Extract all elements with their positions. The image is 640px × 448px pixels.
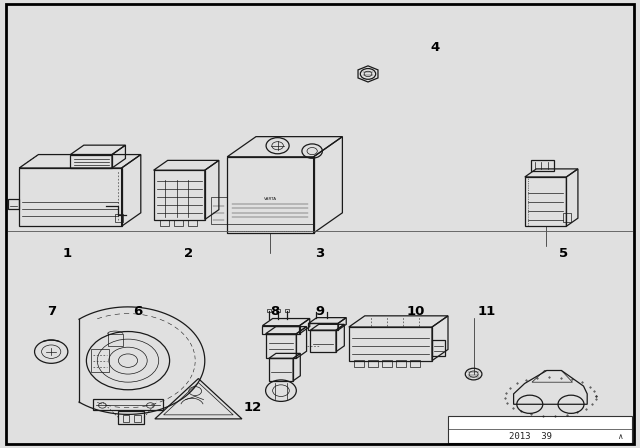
Text: 2013  39: 2013 39 — [509, 432, 552, 441]
Bar — [354, 360, 364, 367]
Bar — [382, 360, 392, 367]
Bar — [160, 220, 169, 226]
Bar — [108, 334, 123, 346]
Bar — [93, 399, 163, 410]
Bar — [410, 360, 420, 367]
Bar — [396, 360, 406, 367]
Bar — [8, 199, 19, 209]
Bar — [432, 340, 445, 356]
Text: 7: 7 — [47, 305, 56, 318]
Bar — [227, 224, 314, 233]
Bar — [134, 415, 141, 422]
Text: ∧: ∧ — [616, 432, 622, 441]
Text: 6: 6 — [133, 305, 142, 318]
Bar — [211, 197, 227, 224]
Bar — [115, 214, 123, 222]
Text: 2: 2 — [184, 246, 193, 260]
Bar — [267, 309, 271, 312]
Text: 1: 1 — [63, 246, 72, 260]
Bar — [531, 160, 554, 171]
Bar — [563, 213, 571, 222]
Bar — [285, 309, 289, 312]
Bar — [118, 411, 144, 424]
Text: 5: 5 — [559, 246, 568, 260]
Text: 11: 11 — [477, 305, 495, 318]
Bar — [368, 360, 378, 367]
Text: 4: 4 — [431, 40, 440, 54]
Bar — [91, 349, 109, 372]
Text: 10: 10 — [407, 305, 425, 318]
Bar — [448, 416, 632, 443]
Text: VARTA: VARTA — [264, 197, 277, 201]
Bar — [188, 220, 197, 226]
Text: 8: 8 — [271, 305, 280, 318]
Text: 3: 3 — [316, 246, 324, 260]
Text: 12: 12 — [244, 401, 262, 414]
Bar — [276, 309, 280, 312]
Bar — [123, 415, 129, 422]
Text: 9: 9 — [316, 305, 324, 318]
Bar — [174, 220, 183, 226]
